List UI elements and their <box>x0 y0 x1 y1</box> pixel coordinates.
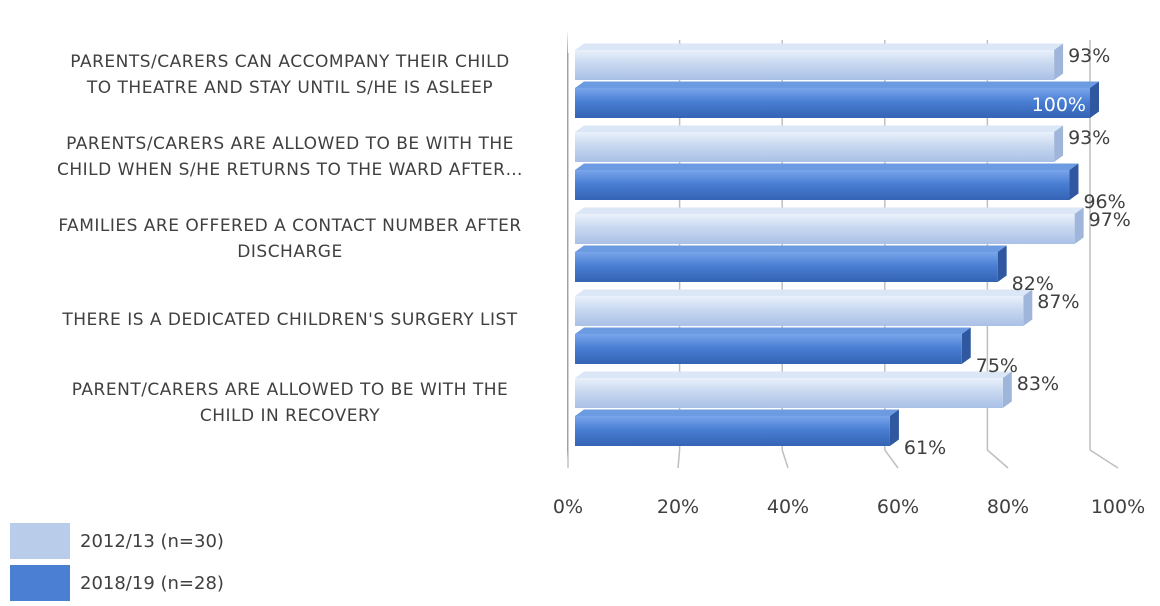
bar-front <box>575 132 1055 162</box>
x-tick-label: 60% <box>877 496 919 518</box>
category-label: PARENTS/CARERS ARE ALLOWED TO BE WITH TH… <box>66 134 514 154</box>
data-label: 93% <box>1068 127 1110 149</box>
bar-top <box>575 81 1099 88</box>
data-label: 100% <box>1032 94 1086 116</box>
bar-side <box>1074 207 1084 244</box>
category-label: THERE IS A DEDICATED CHILDREN'S SURGERY … <box>61 310 517 330</box>
data-label: 87% <box>1037 291 1079 313</box>
bar <box>575 245 1007 282</box>
gridline-floor <box>781 449 789 469</box>
bar-front <box>575 296 1024 326</box>
bar-side <box>1054 43 1064 80</box>
x-tick-label: 20% <box>657 496 699 518</box>
bar-front <box>575 214 1075 244</box>
data-label: 61% <box>904 437 946 459</box>
x-tick-label: 40% <box>767 496 809 518</box>
bar <box>575 81 1099 118</box>
bar <box>575 163 1079 200</box>
bar-top <box>575 43 1064 50</box>
bar-top <box>575 163 1079 170</box>
category-label: PARENTS/CARERS CAN ACCOMPANY THEIR CHILD <box>70 52 509 72</box>
bar-side <box>997 245 1007 282</box>
bar-front <box>575 334 962 364</box>
data-label: 97% <box>1089 209 1131 231</box>
x-tick-label: 100% <box>1091 496 1145 518</box>
bar <box>575 125 1064 162</box>
legend-label-series-1: 2012/13 (n=30) <box>80 530 224 552</box>
bar <box>575 207 1084 244</box>
gridline-floor <box>986 449 1009 469</box>
bar-side <box>1002 371 1012 408</box>
bar <box>575 327 971 364</box>
bar <box>575 43 1064 80</box>
gridline-floor <box>1089 449 1119 469</box>
bar-top <box>575 245 1007 252</box>
data-label: 83% <box>1017 373 1059 395</box>
category-label: FAMILIES ARE OFFERED A CONTACT NUMBER AF… <box>58 216 521 236</box>
bar-top <box>575 289 1033 296</box>
category-label: CHILD IN RECOVERY <box>200 406 380 426</box>
category-label: CHILD WHEN S/HE RETURNS TO THE WARD AFTE… <box>57 160 523 180</box>
bar-side <box>961 327 971 364</box>
bar-side <box>889 409 899 446</box>
data-label: 75% <box>976 355 1018 377</box>
legend-swatch-series-2 <box>10 565 70 601</box>
data-label: 93% <box>1068 45 1110 67</box>
bar-side <box>1090 81 1099 118</box>
bar-top <box>575 125 1064 132</box>
bar-side <box>1069 163 1079 200</box>
x-tick-label: 0% <box>553 496 583 518</box>
legend-item-series-1: 2012/13 (n=30) <box>10 522 224 560</box>
bar-front <box>575 88 1090 118</box>
bar <box>575 289 1033 326</box>
bar-top <box>575 409 899 416</box>
bar-front <box>575 252 998 282</box>
bar-front <box>575 416 890 446</box>
gridline-floor <box>677 449 681 469</box>
bar <box>575 371 1012 408</box>
bar-front <box>575 50 1055 80</box>
bar-side <box>1023 289 1033 326</box>
labels: 0% 20% 40% 60% 80% 100% 93% 100% PARENTS/CARERS … <box>57 45 1145 518</box>
data-label: 96% <box>1083 191 1125 213</box>
bar-front <box>575 378 1003 408</box>
gridline-floor <box>884 449 899 469</box>
bar-top <box>575 207 1084 214</box>
bar-front <box>575 170 1070 200</box>
bars <box>575 43 1099 446</box>
legend: 2012/13 (n=30) 2018/19 (n=28) <box>10 522 224 606</box>
x-tick-label: 80% <box>987 496 1029 518</box>
data-label: 82% <box>1012 273 1054 295</box>
legend-item-series-2: 2018/19 (n=28) <box>10 564 224 602</box>
category-label: DISCHARGE <box>237 242 342 262</box>
bar-top <box>575 327 971 334</box>
category-label: TO THEATRE AND STAY UNTIL S/HE IS ASLEEP <box>86 78 493 98</box>
bar-side <box>1054 125 1064 162</box>
bar <box>575 409 899 446</box>
bar-top <box>575 371 1012 378</box>
legend-swatch-series-1 <box>10 523 70 559</box>
category-label: PARENT/CARERS ARE ALLOWED TO BE WITH THE <box>72 380 509 400</box>
legend-label-series-2: 2018/19 (n=28) <box>80 572 224 594</box>
bar-chart: 0% 20% 40% 60% 80% 100% 93% 100% PARENTS/CARERS … <box>57 30 1145 518</box>
